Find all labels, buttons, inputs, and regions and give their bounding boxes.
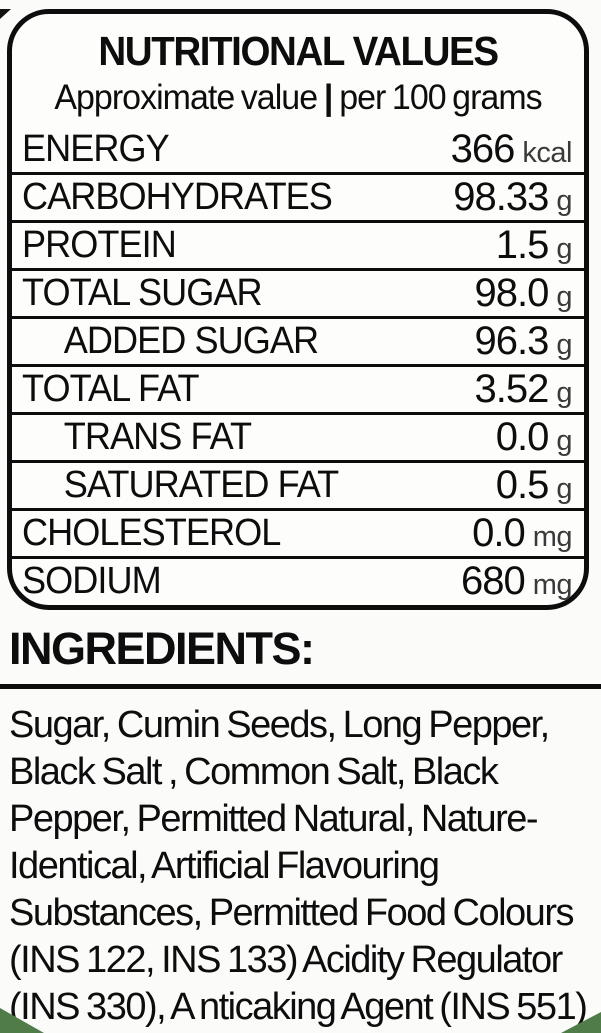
row-label: CHOLESTEROL xyxy=(22,512,281,554)
row-label: PROTEIN xyxy=(22,224,177,266)
value-number: 1.5 xyxy=(495,223,550,267)
value-unit: g xyxy=(556,473,572,505)
value-number: 3.52 xyxy=(474,367,550,411)
row-value: 0.0 mg xyxy=(472,511,572,556)
nutrition-rows: ENERGY 366 kcal CARBOHYDRATES 98.33 g PROT… xyxy=(12,127,584,604)
value-unit: g xyxy=(556,425,572,457)
ingredients-divider-rule xyxy=(0,684,601,689)
row-carbohydrates: CARBOHYDRATES 98.33 g xyxy=(12,175,584,223)
ingredients-heading: INGREDIENTS: xyxy=(9,623,315,674)
panel-subtitle: Approximate value | per 100 grams xyxy=(21,78,576,118)
row-value: 98.33 g xyxy=(453,175,572,220)
row-trans-fat: TRANS FAT 0.0 g xyxy=(12,415,584,463)
ingredients-line: (INS 122, INS 133) Acidity Regulator xyxy=(9,939,563,981)
value-unit: kcal xyxy=(522,137,572,169)
value-unit: g xyxy=(556,377,572,409)
row-label: TOTAL SUGAR xyxy=(22,272,263,314)
value-unit: mg xyxy=(532,521,573,553)
subtitle-left: Approximate value xyxy=(54,78,318,117)
row-label: ADDED SUGAR xyxy=(63,320,319,362)
value-number: 0.0 xyxy=(495,415,550,459)
row-label: CARBOHYDRATES xyxy=(22,176,333,218)
subtitle-right: per 100 grams xyxy=(339,78,542,117)
row-label: SODIUM xyxy=(22,560,162,602)
value-unit: g xyxy=(556,281,572,313)
ingredients-line: Black Salt , Common Salt, Black xyxy=(9,751,499,793)
row-added-sugar: ADDED SUGAR 96.3 g xyxy=(12,319,584,367)
row-total-sugar: TOTAL SUGAR 98.0 g xyxy=(12,271,584,319)
value-number: 366 xyxy=(450,127,516,171)
value-unit: mg xyxy=(532,569,573,601)
ingredients-line: Identical, Artificial Flavouring xyxy=(9,845,440,887)
ingredients-line: (INS 330), A nticaking Agent (INS 551) xyxy=(9,986,588,1028)
row-label: SATURATED FAT xyxy=(63,464,339,506)
row-total-fat: TOTAL FAT 3.52 g xyxy=(12,367,584,415)
ingredients-line: Substances, Permitted Food Colours xyxy=(9,892,574,934)
panel-title: NUTRITIONAL VALUES xyxy=(98,28,499,74)
row-value: 1.5 g xyxy=(495,223,573,268)
value-number: 98.33 xyxy=(453,175,549,219)
value-number: 680 xyxy=(460,559,526,603)
value-number: 96.3 xyxy=(474,319,550,363)
row-protein: PROTEIN 1.5 g xyxy=(12,223,584,271)
row-value: 366 kcal xyxy=(450,127,573,172)
value-unit: g xyxy=(556,185,572,217)
row-value: 680 mg xyxy=(460,559,573,604)
ingredients-section: INGREDIENTS: Sugar, Cumin Seeds, Long Pe… xyxy=(0,623,601,1031)
row-saturated-fat: SATURATED FAT 0.5 g xyxy=(12,463,584,511)
row-value: 0.0 g xyxy=(495,415,573,460)
ingredients-line: Sugar, Cumin Seeds, Long Pepper, xyxy=(9,704,550,746)
value-unit: g xyxy=(556,329,572,361)
nutrition-facts-panel: NUTRITIONAL VALUES Approximate value | per… xyxy=(7,9,589,610)
row-label: TOTAL FAT xyxy=(22,368,200,410)
row-value: 3.52 g xyxy=(475,367,573,412)
value-number: 0.0 xyxy=(472,511,526,555)
ingredients-line: Pepper, Permitted Natural, Nature- xyxy=(9,798,539,840)
row-value: 0.5 g xyxy=(495,463,573,508)
value-number: 98.0 xyxy=(474,271,550,315)
subtitle-divider-bar: | xyxy=(323,78,333,117)
ingredients-text: Sugar, Cumin Seeds, Long Pepper, Black S… xyxy=(0,689,601,1031)
value-unit: g xyxy=(556,233,572,265)
row-cholesterol: CHOLESTEROL 0.0 mg xyxy=(12,511,584,559)
top-left-print-artifact xyxy=(0,9,11,19)
row-value: 96.3 g xyxy=(475,319,573,364)
row-sodium: SODIUM 680 mg xyxy=(12,559,584,604)
row-label: ENERGY xyxy=(22,128,170,170)
row-energy: ENERGY 366 kcal xyxy=(12,127,584,175)
row-value: 98.0 g xyxy=(475,271,573,316)
row-label: TRANS FAT xyxy=(63,416,252,458)
value-number: 0.5 xyxy=(495,463,550,507)
